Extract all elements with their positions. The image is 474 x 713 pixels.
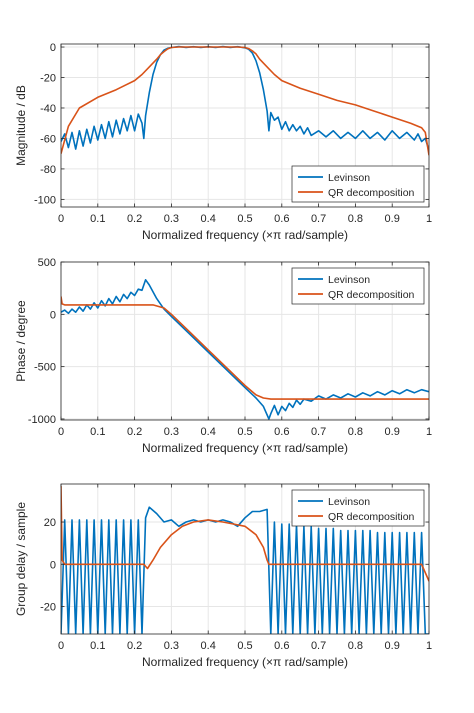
legend-box: [291, 267, 425, 305]
x-tick-label: 0: [58, 213, 64, 225]
y-tick-label: 20: [44, 517, 56, 529]
y-tick-label: -1000: [28, 414, 56, 426]
y-axis-label: Group delay / sample: [14, 502, 28, 616]
x-tick-label: 0.8: [348, 640, 363, 652]
x-tick-label: 1: [426, 426, 432, 438]
legend: Levinson QR decomposition: [291, 165, 425, 203]
series-line-qr-decomposition: [61, 486, 429, 582]
x-tick-label: 0.7: [311, 640, 326, 652]
x-tick-label: 0.4: [201, 213, 216, 225]
x-tick-label: 0.4: [201, 426, 216, 438]
y-tick-label: -80: [40, 164, 56, 176]
x-tick-label: 0.8: [348, 213, 363, 225]
y-tick-label: 0: [50, 309, 56, 321]
x-tick-label: 0.7: [311, 213, 326, 225]
x-tick-label: 0.2: [127, 640, 142, 652]
x-tick-label: 0.9: [385, 640, 400, 652]
x-tick-label: 0.2: [127, 426, 142, 438]
x-tick-label: 0: [58, 640, 64, 652]
y-tick-label: 0: [50, 559, 56, 571]
y-tick-label: -20: [40, 602, 56, 614]
x-tick-label: 0.1: [90, 640, 105, 652]
x-tick-label: 0.5: [237, 640, 252, 652]
y-axis-label: Phase / degree: [14, 300, 28, 382]
x-axis-label: Normalized frequency (×π rad/sample): [142, 441, 348, 455]
x-tick-label: 0.3: [164, 640, 179, 652]
series-line-qr-decomposition: [61, 46, 429, 156]
series-line-levinson: [61, 278, 429, 420]
x-tick-label: 0.1: [90, 213, 105, 225]
legend-label: QR decomposition: [328, 511, 415, 523]
legend-box: [291, 165, 425, 203]
x-tick-label: 0.6: [274, 426, 289, 438]
x-tick-label: 0.4: [201, 640, 216, 652]
x-tick-label: 0.8: [348, 426, 363, 438]
x-tick-label: 0.5: [237, 213, 252, 225]
subplot-2: 0 0.1 0.2 0.3 0.4 0.5 0.6 0.7 0.8 0.9 1 500 0 -500 -10…: [14, 257, 432, 455]
legend-box: [291, 489, 425, 527]
y-tick-label: -20: [40, 73, 56, 85]
x-tick-label: 0.9: [385, 213, 400, 225]
x-axis-label: Normalized frequency (×π rad/sample): [142, 655, 348, 669]
x-tick-label: 0.1: [90, 426, 105, 438]
y-tick-label: 0: [50, 42, 56, 54]
legend-label: Levinson: [328, 496, 370, 508]
x-tick-label: 0.2: [127, 213, 142, 225]
legend: Levinson QR decomposition: [291, 489, 425, 527]
series-line-levinson: [61, 506, 429, 634]
legend-label: Levinson: [328, 172, 370, 184]
x-tick-label: 0.9: [385, 426, 400, 438]
x-tick-label: 1: [426, 640, 432, 652]
subplot-1: 0 0.1 0.2 0.3 0.4 0.5 0.6 0.7 0.8 0.9 1 0 -20 -40 -60 -…: [14, 42, 432, 242]
x-tick-label: 0.3: [164, 426, 179, 438]
legend: Levinson QR decomposition: [291, 267, 425, 305]
x-tick-label: 0.6: [274, 213, 289, 225]
y-tick-label: -500: [34, 362, 56, 374]
y-tick-label: -40: [40, 103, 56, 115]
x-tick-label: 1: [426, 213, 432, 225]
y-tick-label: -60: [40, 133, 56, 145]
x-tick-label: 0.5: [237, 426, 252, 438]
x-tick-label: 0: [58, 426, 64, 438]
x-tick-label: 0.6: [274, 640, 289, 652]
legend-label: QR decomposition: [328, 187, 415, 199]
y-tick-label: -100: [34, 194, 56, 206]
x-tick-label: 0.3: [164, 213, 179, 225]
y-tick-label: 500: [38, 257, 56, 269]
x-axis-label: Normalized frequency (×π rad/sample): [142, 228, 348, 242]
x-tick-label: 0.7: [311, 426, 326, 438]
legend-label: Levinson: [328, 274, 370, 286]
subplot-3: 0 0.1 0.2 0.3 0.4 0.5 0.6 0.7 0.8 0.9 1 20 0 -20 Norma…: [14, 483, 432, 669]
series-line-qr-decomposition: [61, 296, 429, 400]
legend-label: QR decomposition: [328, 289, 415, 301]
y-axis-label: Magnitude / dB: [14, 85, 28, 166]
